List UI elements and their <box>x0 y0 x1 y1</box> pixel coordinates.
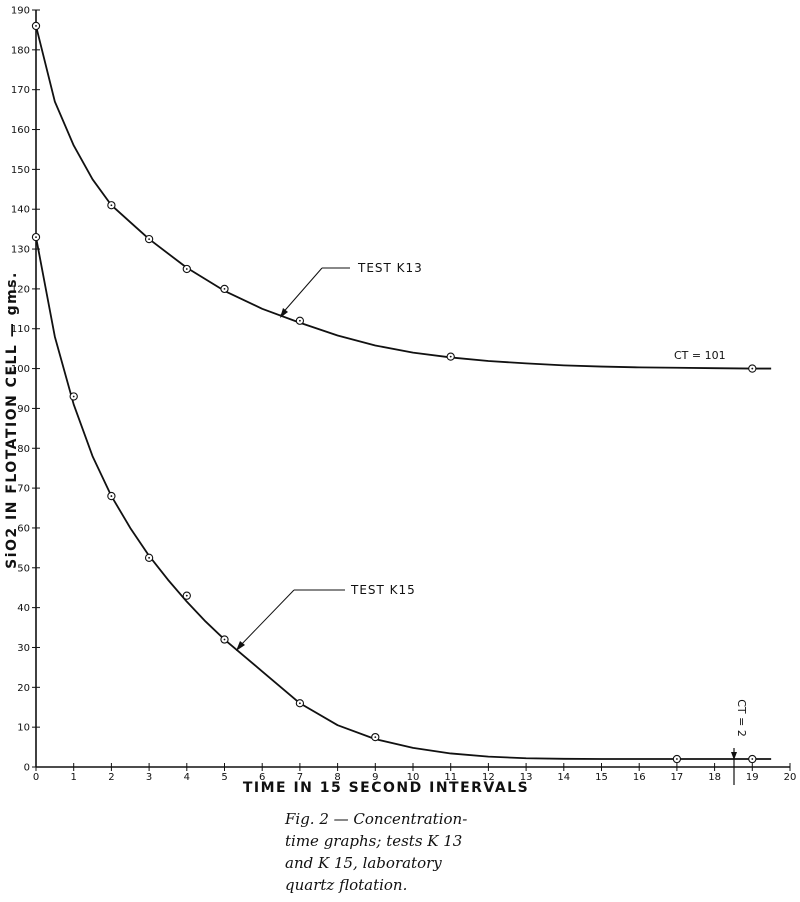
x-tick-label: 6 <box>259 772 265 783</box>
y-tick-label: 90 <box>17 404 30 415</box>
annotation-k15-arrowhead <box>236 641 245 651</box>
y-tick-label: 170 <box>11 85 30 96</box>
annotation-ct-2-label: CT = 2 <box>735 699 748 737</box>
x-tick-label: 5 <box>221 772 227 783</box>
x-axis-label: TIME IN 15 SECOND INTERVALS <box>243 780 529 796</box>
x-tick-label: 2 <box>108 772 114 783</box>
x-tick-label: 8 <box>334 772 340 783</box>
figure-caption: Fig. 2 — Concentration- time graphs; tes… <box>285 808 545 896</box>
x-tick-label: 16 <box>633 772 646 783</box>
x-tick-label: 17 <box>671 772 684 783</box>
annotation-k13-arrow-line <box>279 267 323 317</box>
x-tick-label: 7 <box>297 772 303 783</box>
data-point-center-test-k15 <box>299 702 301 705</box>
data-point-center-test-k15 <box>223 638 226 641</box>
data-point-center-test-k15 <box>374 736 377 739</box>
annotation-ct-101: CT = 101 <box>674 349 726 362</box>
x-tick-label: 11 <box>444 772 457 783</box>
series-curves <box>35 25 772 760</box>
y-tick-label: 40 <box>17 603 30 614</box>
series-curve-test-k15 <box>35 236 772 760</box>
x-tick-label: 14 <box>557 772 570 783</box>
annotation-k15-label: TEST K15 <box>350 583 416 597</box>
data-point-center-test-k13 <box>751 367 754 370</box>
x-tick-label: 3 <box>146 772 152 783</box>
annotation-k15-arrow-line <box>237 589 295 649</box>
annotation-k13-label: TEST K13 <box>357 261 423 275</box>
y-tick-label: 60 <box>17 523 30 534</box>
y-tick-label: 20 <box>17 683 30 694</box>
annotation-ct-2-arrowhead <box>731 752 737 760</box>
y-tick-label: 160 <box>11 125 30 136</box>
x-tick-label: 20 <box>784 772 797 783</box>
y-tick-label: 120 <box>11 284 30 295</box>
y-tick-label: 130 <box>11 245 30 256</box>
x-tick-label: 0 <box>33 772 39 783</box>
data-point-center-test-k13 <box>449 355 452 358</box>
y-tick-label: 150 <box>11 165 30 176</box>
x-tick-label: 13 <box>520 772 533 783</box>
series-curve-test-k13 <box>35 25 772 370</box>
data-point-center-test-k15 <box>185 594 188 597</box>
caption-line: time graphs; tests K 13 <box>285 832 463 850</box>
annotation-k13: TEST K13 <box>279 261 423 318</box>
y-tick-label: 190 <box>11 6 30 17</box>
x-tick-label: 9 <box>372 772 378 783</box>
data-point-center-test-k13 <box>223 287 226 290</box>
x-tick-label: 15 <box>595 772 608 783</box>
data-point-center-test-k15 <box>72 395 75 398</box>
annotation-k15: TEST K15 <box>236 583 416 651</box>
y-tick-label: 10 <box>17 723 30 734</box>
data-point-center-test-k13 <box>185 268 188 270</box>
y-ticks: 0 10 20 30 40 50 60 70 80 90 100 110 120 130 140 150 160… <box>11 6 40 774</box>
y-tick-label: 80 <box>17 444 30 455</box>
data-point-center-test-k15 <box>148 556 151 559</box>
x-tick-label: 18 <box>708 772 721 783</box>
x-ticks: 0 1 2 3 4 5 6 7 8 9 10 11 12 13 14 15 16 17 18 19 20 <box>33 763 797 783</box>
y-tick-label: 30 <box>17 643 30 654</box>
data-point-center-test-k13 <box>110 204 113 207</box>
data-point-center-test-k15 <box>110 495 113 497</box>
data-point-center-test-k15 <box>676 758 678 760</box>
data-point-center-test-k13 <box>148 238 151 240</box>
x-tick-label: 10 <box>407 772 420 783</box>
annotation-ct-2: CT = 2 <box>731 699 748 785</box>
y-tick-label: 140 <box>11 205 30 216</box>
data-point-center-test-k13 <box>299 319 301 322</box>
data-point-center-test-k15 <box>35 236 37 239</box>
x-tick-label: 4 <box>184 772 190 783</box>
caption-line: and K 15, laboratory <box>285 854 442 872</box>
y-tick-label: 70 <box>17 484 30 495</box>
data-point-center-test-k15 <box>751 758 754 760</box>
y-tick-label: 100 <box>11 364 30 375</box>
y-tick-label: 180 <box>11 45 30 56</box>
y-axis-label: SiO2 IN FLOTATION CELL — gms. <box>4 271 20 569</box>
x-tick-label: 1 <box>71 772 77 783</box>
data-points <box>31 21 757 764</box>
x-tick-label: 12 <box>482 772 495 783</box>
caption-line: quartz flotation. <box>285 876 408 894</box>
y-tick-label: 110 <box>11 324 30 335</box>
y-tick-label: 50 <box>17 563 30 574</box>
x-tick-label: 19 <box>746 772 759 783</box>
data-point-center-test-k13 <box>35 25 37 27</box>
annotation-k13-arrowhead <box>280 308 288 318</box>
caption-line: Fig. 2 — Concentration- <box>285 810 468 828</box>
y-tick-label: 0 <box>24 763 30 774</box>
